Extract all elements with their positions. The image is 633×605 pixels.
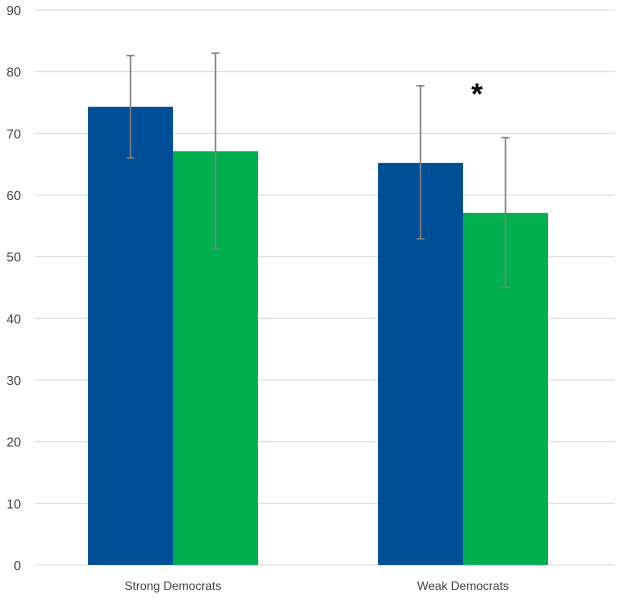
y-tick-label: 50 [7,250,21,265]
annotations: * [471,78,483,111]
y-tick-label: 30 [7,373,21,388]
y-tick-label: 40 [7,311,21,326]
y-tick-label: 80 [7,65,21,80]
bars [88,106,548,566]
y-tick-label: 20 [7,435,21,450]
y-tick-label: 0 [14,558,21,573]
y-tick-label: 60 [7,188,21,203]
x-axis-labels: Strong Democrats Weak Democrats [125,579,509,593]
y-axis-ticks: 0 10 20 30 40 50 60 70 80 90 [7,3,21,573]
x-category-label: Weak Democrats [417,579,509,593]
bar [88,106,173,566]
y-tick-label: 10 [7,496,21,511]
error-bars [126,52,510,289]
significance-asterisk: * [471,78,483,111]
y-tick-label: 90 [7,3,21,18]
y-tick-label: 70 [7,126,21,141]
x-category-label: Strong Democrats [125,579,222,593]
